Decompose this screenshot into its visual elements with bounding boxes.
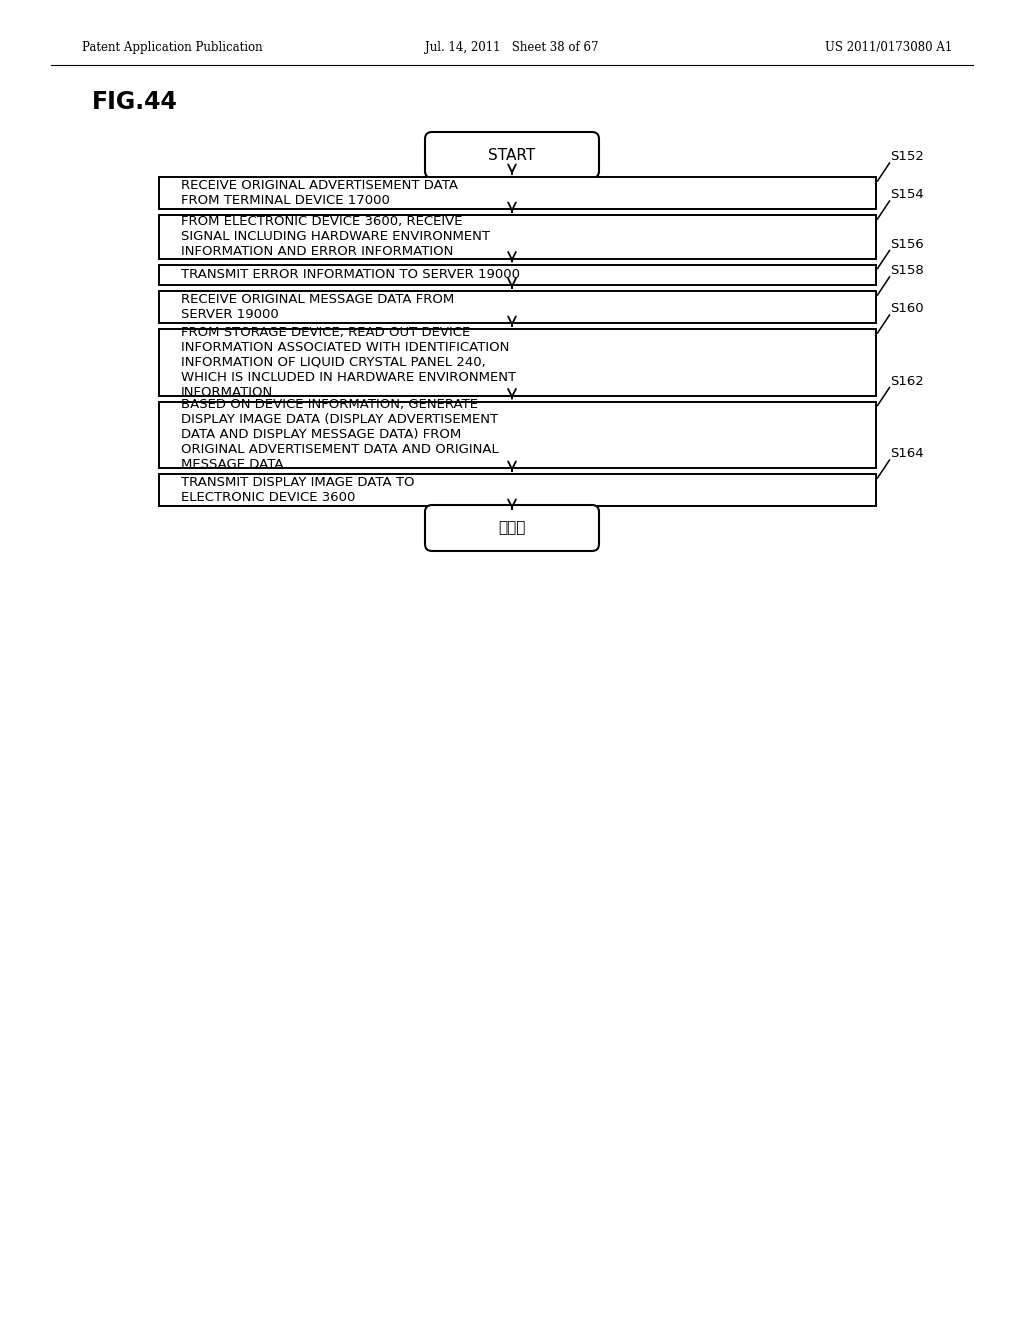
Text: S158: S158 [891,264,925,277]
Text: TRANSMIT DISPLAY IMAGE DATA TO
ELECTRONIC DEVICE 3600: TRANSMIT DISPLAY IMAGE DATA TO ELECTRONI… [180,477,415,504]
Text: S164: S164 [891,447,924,459]
Text: US 2011/0173080 A1: US 2011/0173080 A1 [825,41,952,54]
FancyBboxPatch shape [159,401,876,469]
Text: S154: S154 [891,187,925,201]
FancyBboxPatch shape [159,474,876,506]
Text: S162: S162 [891,375,925,388]
FancyBboxPatch shape [159,215,876,259]
Text: Patent Application Publication: Patent Application Publication [82,41,262,54]
Text: FIG.44: FIG.44 [92,90,178,114]
Text: S152: S152 [891,150,925,162]
Text: エンド: エンド [499,520,525,536]
FancyBboxPatch shape [159,290,876,323]
FancyBboxPatch shape [159,264,876,285]
Text: FROM ELECTRONIC DEVICE 3600, RECEIVE
SIGNAL INCLUDING HARDWARE ENVIRONMENT
INFOR: FROM ELECTRONIC DEVICE 3600, RECEIVE SIG… [180,215,489,259]
Text: RECEIVE ORIGINAL ADVERTISEMENT DATA
FROM TERMINAL DEVICE 17000: RECEIVE ORIGINAL ADVERTISEMENT DATA FROM… [180,180,458,207]
Text: FROM STORAGE DEVICE, READ OUT DEVICE
INFORMATION ASSOCIATED WITH IDENTIFICATION
: FROM STORAGE DEVICE, READ OUT DEVICE INF… [180,326,516,399]
FancyBboxPatch shape [425,506,599,550]
FancyBboxPatch shape [159,177,876,209]
Text: S160: S160 [891,302,924,315]
Text: RECEIVE ORIGINAL MESSAGE DATA FROM
SERVER 19000: RECEIVE ORIGINAL MESSAGE DATA FROM SERVE… [180,293,454,321]
Text: BASED ON DEVICE INFORMATION, GENERATE
DISPLAY IMAGE DATA (DISPLAY ADVERTISEMENT
: BASED ON DEVICE INFORMATION, GENERATE DI… [180,399,499,471]
FancyBboxPatch shape [425,132,599,178]
Text: Jul. 14, 2011   Sheet 38 of 67: Jul. 14, 2011 Sheet 38 of 67 [425,41,599,54]
Text: S156: S156 [891,238,925,251]
Text: START: START [488,148,536,162]
FancyBboxPatch shape [159,329,876,396]
Text: TRANSMIT ERROR INFORMATION TO SERVER 19000: TRANSMIT ERROR INFORMATION TO SERVER 190… [180,268,520,281]
